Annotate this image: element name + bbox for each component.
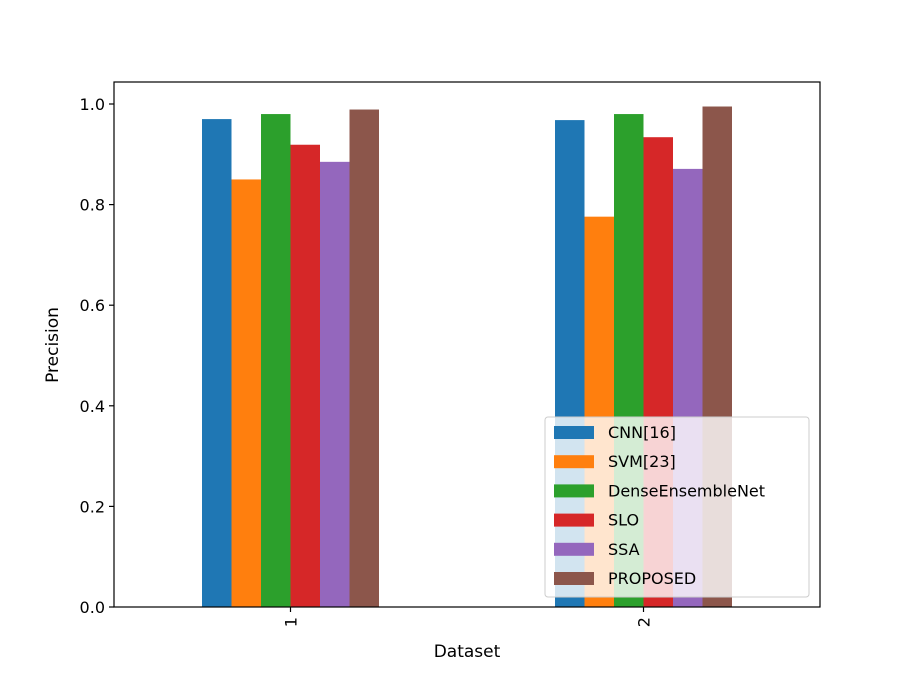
legend-label: PROPOSED [608, 569, 696, 588]
x-tick-label: 2 [635, 617, 654, 627]
legend-label: SVM[23] [608, 452, 676, 471]
plot-area-frame [113, 81, 821, 608]
bar-proposed-dataset-1 [349, 109, 379, 607]
y-tick-label: 0.0 [80, 598, 105, 617]
legend-swatch [554, 513, 594, 527]
y-axis: 0.0 0.2 0.4 0.6 0.8 1.0 [80, 95, 114, 617]
legend-label: CNN[16] [608, 423, 676, 442]
bar-svm-23-dataset-1 [231, 179, 261, 607]
legend: CNN[16] SVM[23] DenseEnsembleNet SLO SSA PROP… [544, 416, 810, 598]
legend-label: SLO [608, 511, 639, 530]
y-tick-label: 0.8 [80, 196, 105, 215]
legend-label: SSA [608, 540, 640, 559]
y-tick-label: 0.6 [80, 296, 105, 315]
legend-swatch [554, 572, 594, 585]
bar-cnn-16-dataset-1 [202, 119, 232, 607]
y-tick-label: 0.4 [80, 397, 105, 416]
bar-slo-dataset-1 [290, 144, 320, 608]
bar-ssa-dataset-1 [320, 161, 350, 607]
legend-swatch [554, 426, 594, 439]
legend-label: DenseEnsembleNet [608, 481, 765, 500]
legend-box [544, 416, 810, 598]
y-axis-label: Precision [43, 307, 63, 383]
legend-swatch [554, 484, 594, 498]
x-axis-label: Dataset [434, 642, 501, 662]
y-tick-label: 0.2 [80, 497, 105, 516]
legend-swatch [554, 542, 594, 556]
legend-swatch [554, 455, 594, 469]
x-tick-label: 1 [282, 617, 301, 627]
y-tick-label: 1.0 [80, 95, 105, 114]
bar-denseensemblenet-dataset-1 [261, 114, 291, 607]
